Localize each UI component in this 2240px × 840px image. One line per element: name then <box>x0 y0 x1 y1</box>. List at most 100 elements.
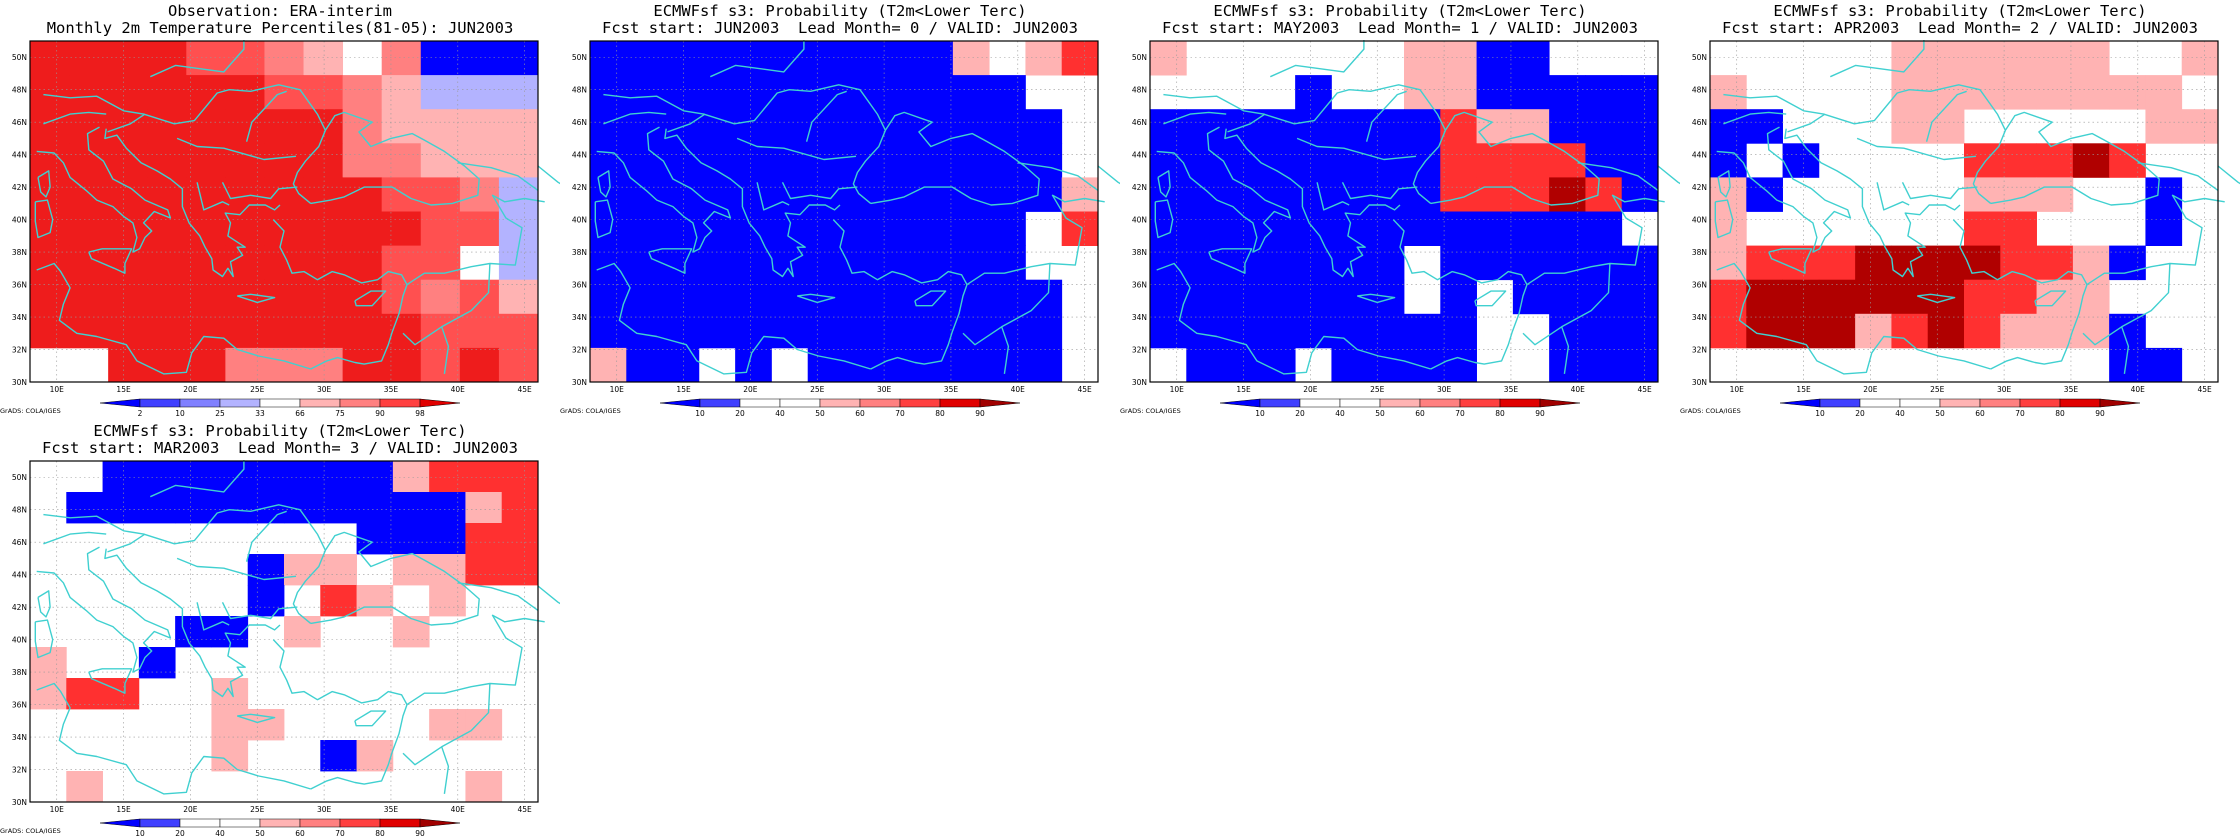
colorbar-segment <box>1379 398 1421 408</box>
shaded-grid-cell <box>381 313 422 349</box>
shaded-grid-cell <box>2036 75 2074 110</box>
longitude-label: 35E <box>1504 385 1519 394</box>
shaded-grid-cell <box>284 554 321 586</box>
shaded-grid-cell <box>320 585 357 617</box>
colorbar-segment <box>1299 398 1341 408</box>
shaded-grid-cell <box>1025 143 1063 178</box>
shaded-grid-cell <box>303 347 344 383</box>
coastline <box>2082 263 2171 346</box>
latitude-label: 34N <box>12 313 27 322</box>
latitude-label: 48N <box>1692 86 1707 95</box>
shaded-grid-cell <box>381 177 422 212</box>
shaded-grid-cell <box>1746 177 1783 212</box>
shaded-grid-cell <box>1222 143 1260 178</box>
colorbar-segment <box>779 398 821 408</box>
shaded-grid-cell <box>381 109 422 144</box>
shaded-grid-cell <box>247 585 285 617</box>
shaded-grid-cell <box>1710 245 1747 281</box>
shaded-grid-cell <box>771 143 809 178</box>
shaded-grid-cell <box>459 313 500 349</box>
latitude-label: 48N <box>1132 86 1147 95</box>
shaded-grid-cell <box>303 75 344 110</box>
colorbar-tick-label: 75 <box>335 409 345 418</box>
shaded-grid-cell <box>1927 109 1965 144</box>
latitude-label: 44N <box>572 151 587 160</box>
shaded-grid-cell <box>108 279 148 315</box>
shaded-grid-cell <box>1150 245 1187 281</box>
shaded-grid-cell <box>2036 177 2074 212</box>
colorbar-tick-label: 40 <box>775 409 785 418</box>
shaded-grid-cell <box>2072 313 2110 349</box>
coastline <box>43 504 327 551</box>
shaded-grid-cell <box>284 616 321 648</box>
colorbar-tick-label: 20 <box>175 829 185 838</box>
colorbar-segment <box>379 818 421 828</box>
shaded-grid-cell <box>459 143 500 178</box>
shaded-grid-cell <box>698 313 736 349</box>
latitude-label: 34N <box>12 733 27 742</box>
shaded-grid-cell <box>303 143 344 178</box>
coastline <box>1577 162 1659 191</box>
shaded-grid-cell <box>186 279 226 315</box>
coastline <box>236 293 276 304</box>
coastline <box>1412 111 1600 206</box>
shaded-grid-cell <box>147 313 187 349</box>
colorbar-segment <box>219 398 261 408</box>
shaded-grid-cell <box>186 177 226 212</box>
shaded-grid-cell <box>381 347 422 383</box>
shaded-grid-cell <box>1150 41 1187 76</box>
colorbar-segment <box>179 398 221 408</box>
longitude-label: 20E <box>1303 385 1318 394</box>
software-credit: GrADS: COLA/IGES <box>1120 407 1181 415</box>
shaded-grid-cell <box>69 75 109 110</box>
coastline <box>402 683 491 766</box>
colorbar-segment <box>1539 398 1581 408</box>
shaded-grid-cell <box>420 75 461 110</box>
coastline <box>272 219 408 285</box>
latitude-label: 44N <box>1132 151 1147 160</box>
shaded-grid-cell <box>247 461 285 493</box>
coastline <box>406 194 545 286</box>
latitude-label: 50N <box>12 53 27 62</box>
shaded-grid-cell <box>735 109 772 144</box>
panel-subtitle: Fcst start: MAY2003 Lead Month= 1 / VALI… <box>1162 19 1638 37</box>
shaded-grid-cell <box>147 75 187 110</box>
shaded-grid-cell <box>590 109 627 144</box>
coastline <box>1097 165 1120 185</box>
shaded-grid-cell <box>1367 347 1405 383</box>
shaded-grid-cell <box>2109 245 2146 281</box>
coastline <box>1723 111 1787 125</box>
colorbar-tick-label: 80 <box>375 829 385 838</box>
shaded-grid-cell <box>1295 109 1332 144</box>
shaded-grid-cell <box>342 313 383 349</box>
colorbar-segment <box>979 398 1021 408</box>
shaded-grid-cell <box>498 109 539 144</box>
shaded-grid-cell <box>1440 143 1477 178</box>
longitude-label: 35E <box>944 385 959 394</box>
shaded-grid-cell <box>1891 75 1929 110</box>
shaded-grid-cell <box>1295 279 1332 315</box>
shaded-grid-cell <box>1150 313 1187 349</box>
coastline <box>36 682 311 795</box>
map-panel-lead-2: ECMWFsf s3: Probability (T2m<Lower Terc)… <box>1680 0 2240 420</box>
shaded-grid-cell <box>662 75 700 110</box>
shaded-grid-cell <box>626 75 663 110</box>
coastline <box>667 113 706 133</box>
shaded-grid-cell <box>2000 313 2037 349</box>
latitude-label: 50N <box>12 473 27 482</box>
shaded-grid-cell <box>1295 75 1332 110</box>
coastline <box>43 111 107 125</box>
shaded-grid-cell <box>1440 41 1477 76</box>
latitude-label: 46N <box>1692 118 1707 127</box>
colorbar-tick-label: 20 <box>1295 409 1305 418</box>
colorbar-segment <box>1339 398 1381 408</box>
shaded-grid-cell <box>2072 143 2110 178</box>
shaded-grid-cell <box>1621 109 1659 144</box>
shaded-grid-cell <box>1512 279 1550 315</box>
shaded-grid-cell <box>69 313 109 349</box>
shaded-grid-cell <box>952 41 990 76</box>
coastline <box>457 162 539 191</box>
coastline <box>596 262 871 375</box>
shaded-grid-cell <box>735 313 772 349</box>
coastline <box>1208 248 1253 274</box>
